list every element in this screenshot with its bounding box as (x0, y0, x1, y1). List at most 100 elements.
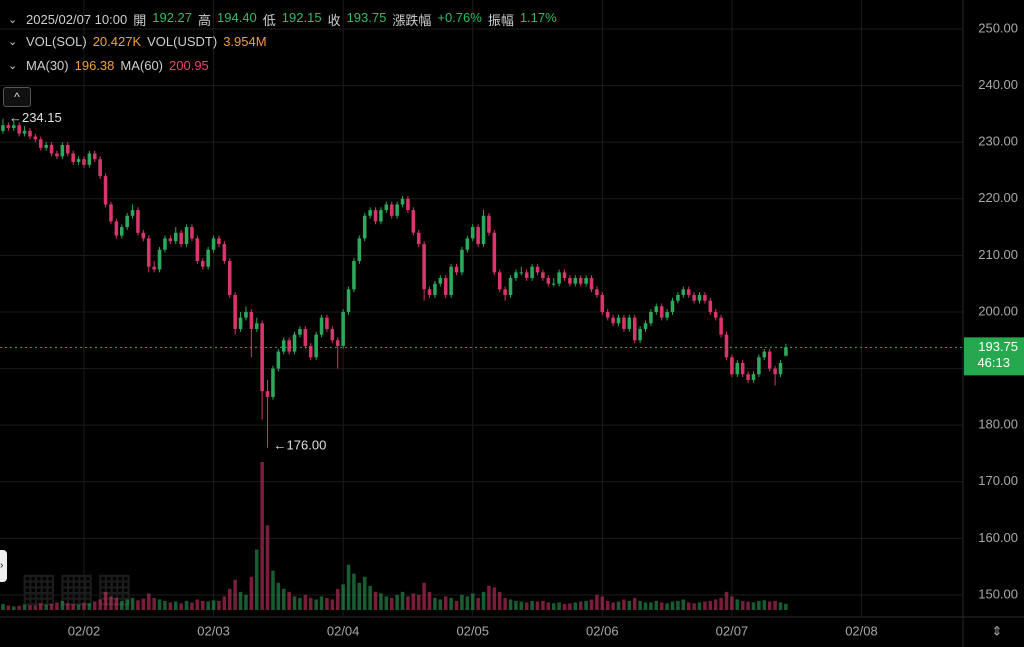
volume-bar (146, 593, 151, 610)
volume-bar (92, 601, 97, 610)
candle-body (573, 278, 578, 284)
candle-body (319, 317, 324, 335)
candle-body (357, 238, 362, 262)
volume-bar (271, 570, 275, 610)
candle-body (103, 176, 108, 205)
candle-body (17, 125, 21, 134)
volume-bar (1, 603, 5, 610)
volume-bar (341, 584, 345, 610)
candle-body (33, 136, 38, 140)
candle-body (546, 278, 551, 284)
field-value: 200.95 (169, 58, 209, 73)
last-price-label: 193.75 (978, 339, 1018, 354)
candle-body (119, 227, 124, 236)
volume-bar (573, 602, 578, 610)
candle-body (200, 261, 205, 267)
candle-body (92, 153, 97, 160)
last-price-box (964, 337, 1024, 376)
volume-bar (605, 600, 610, 610)
volume-bar (276, 582, 281, 610)
y-tick-label: 220.00 (978, 190, 1018, 205)
volume-bar (784, 603, 788, 610)
x-tick-label: 02/05 (456, 623, 489, 638)
chevron[interactable]: ⌄ (8, 14, 18, 26)
candle-body (373, 210, 378, 222)
volume-bar (373, 591, 378, 610)
volume-bar (643, 602, 648, 610)
candle-body (49, 145, 54, 154)
candle-body (287, 340, 291, 352)
y-tick-label: 210.00 (978, 247, 1018, 262)
volume-bar (778, 602, 783, 610)
candle-body (265, 391, 270, 397)
candle-body (438, 278, 443, 284)
side-tab[interactable]: › (0, 550, 7, 582)
candle-body (497, 272, 502, 290)
candle-body (659, 306, 664, 318)
volume-bar (22, 604, 27, 610)
volume-bar (546, 602, 551, 610)
candle-body (271, 368, 275, 397)
volume-bar (492, 587, 497, 610)
candle-body (481, 215, 486, 245)
volume-bar (703, 601, 707, 610)
candle-body (670, 300, 675, 312)
volume-bar (114, 597, 119, 610)
collapse-button[interactable]: ^ (3, 87, 31, 107)
volume-bar (141, 598, 146, 610)
volume-bar (600, 596, 605, 610)
volume-bar (535, 601, 540, 610)
field-value: 193.75 (346, 10, 387, 25)
candle-body (713, 311, 718, 318)
candle-body (87, 153, 92, 165)
volume-bar (568, 603, 572, 610)
candle-body (557, 272, 561, 284)
volume-bar (200, 600, 205, 610)
volume-bar (157, 599, 162, 610)
candle-body (443, 278, 448, 296)
field-label: 振幅 (487, 13, 514, 28)
ma-fields: MA(30) 196.38 MA(60) 200.95 (26, 58, 209, 73)
candle-body (38, 139, 43, 148)
candle-body (406, 198, 410, 211)
volume-bar (400, 591, 405, 610)
y-tick-label: 230.00 (978, 134, 1018, 149)
candle-body (632, 317, 637, 341)
volume-bar (422, 582, 426, 610)
volume-bar (433, 597, 437, 610)
candle-body (476, 227, 480, 245)
field-label: VOL(SOL) (26, 34, 87, 49)
candle-body (346, 289, 351, 312)
candle-body (751, 374, 756, 380)
volume-bar (541, 600, 545, 610)
candle-body (330, 328, 335, 341)
volume-bar (260, 462, 264, 610)
candle-body (492, 232, 497, 273)
candle-body (616, 317, 621, 324)
candle-body (589, 278, 594, 290)
volume-bar (287, 591, 291, 610)
chevron[interactable]: ⌄ (8, 36, 18, 48)
candle-body (595, 289, 599, 296)
candle-body (422, 244, 426, 290)
volume-bar (119, 600, 124, 610)
volume-bar (773, 600, 777, 610)
volume-bar (751, 602, 756, 610)
candle-body (314, 334, 318, 358)
x-tick-label: 02/04 (327, 623, 360, 638)
volume-bar (627, 600, 632, 610)
x-tick-label: 02/07 (716, 623, 749, 638)
chevron[interactable]: ⌄ (8, 60, 18, 72)
volume-bar (681, 599, 686, 610)
volume-bar (173, 601, 178, 610)
volume-bar (98, 599, 102, 610)
candle-body (778, 362, 783, 375)
candle-body (389, 204, 394, 216)
candle-body (719, 317, 723, 335)
candle-body (692, 295, 696, 301)
y-tick-label: 250.00 (978, 20, 1018, 35)
ma-header: ⌄ MA(30) 196.38 MA(60) 200.95 (8, 58, 209, 73)
candle-body (335, 340, 340, 346)
